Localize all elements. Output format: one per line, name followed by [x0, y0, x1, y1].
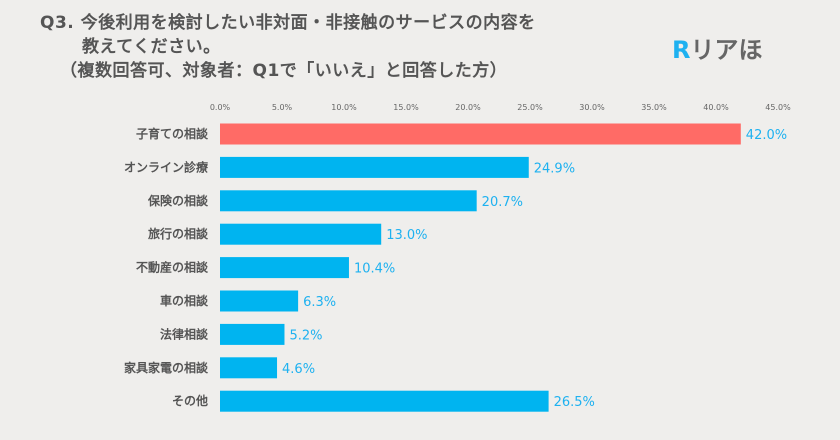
value-label: 24.9% — [534, 161, 575, 176]
bar — [220, 357, 278, 379]
value-label: 42.0% — [746, 128, 787, 143]
value-label: 6.3% — [303, 295, 336, 310]
bar — [220, 190, 477, 212]
value-label: 4.6% — [282, 362, 315, 377]
title-line-2: 教えてください。 — [82, 37, 221, 57]
bar — [220, 323, 285, 345]
x-tick-label: 30.0% — [579, 103, 605, 112]
value-label: 10.4% — [354, 262, 395, 277]
bar — [220, 290, 299, 312]
category-label: その他 — [172, 393, 208, 408]
category-label: 保険の相談 — [147, 193, 209, 208]
value-label: 20.7% — [482, 195, 523, 210]
bar — [220, 223, 382, 245]
value-label: 26.5% — [554, 395, 595, 410]
category-label: 旅行の相談 — [148, 226, 209, 241]
bar — [220, 123, 741, 145]
value-label: 13.0% — [386, 228, 427, 243]
x-tick-label: 10.0% — [331, 103, 357, 112]
logo-mark: R — [672, 36, 691, 64]
x-tick-label: 20.0% — [455, 103, 481, 112]
bar — [220, 390, 549, 412]
x-tick-label: 25.0% — [517, 103, 543, 112]
bar — [220, 257, 349, 279]
x-tick-label: 15.0% — [393, 103, 419, 112]
x-tick-label: 5.0% — [272, 103, 293, 112]
title-line-1: Q3. 今後利用を検討したい非対面・非接触のサービスの内容を — [40, 13, 536, 33]
value-label: 5.2% — [289, 328, 322, 343]
title-line-3: （複数回答可、対象者：Q1で「いいえ」と回答した方） — [60, 61, 508, 81]
x-tick-label: 35.0% — [641, 103, 667, 112]
category-label: 車の相談 — [160, 293, 209, 308]
logo-text: リアほ — [690, 36, 763, 64]
category-label: 不動産の相談 — [136, 260, 209, 275]
category-label: 家具家電の相談 — [124, 360, 209, 375]
category-label: 法律相談 — [160, 326, 209, 341]
bar — [220, 156, 529, 178]
category-label: 子育ての相談 — [136, 126, 209, 141]
category-label: オンライン診療 — [124, 159, 208, 174]
x-tick-label: 0.0% — [210, 103, 231, 112]
logo: Rリアほ — [672, 30, 762, 65]
x-tick-label: 40.0% — [703, 103, 729, 112]
x-tick-label: 45.0% — [765, 103, 791, 112]
